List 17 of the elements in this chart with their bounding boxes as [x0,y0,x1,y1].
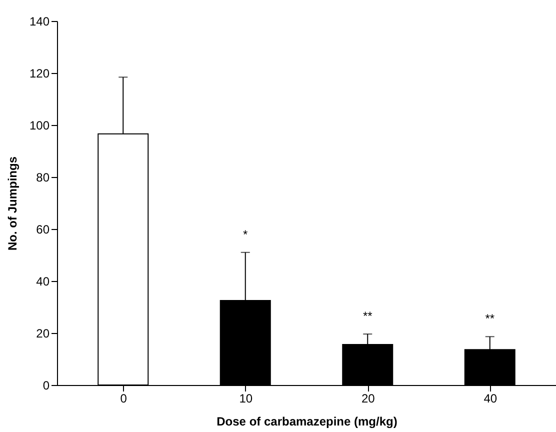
y-tick-label: 40 [36,274,50,288]
x-tick-label: 10 [239,392,253,406]
y-axis-title: No. of Jumpings [5,156,20,250]
x-tick-label: 40 [484,392,498,406]
y-tick-label: 80 [36,170,50,184]
y-tick-label: 100 [29,118,50,132]
annotation: ** [362,309,373,324]
y-tick-label: 0 [42,378,50,392]
annotation: * [243,227,248,242]
y-tick-label: 60 [36,222,50,236]
y-tick-label: 120 [29,66,50,80]
y-tick-label: 20 [36,326,50,340]
x-axis-title: Dose of carbamazepine (mg/kg) [216,414,398,428]
x-tick-label: 20 [361,392,376,406]
annotation: ** [485,312,495,326]
x-tick-label: 0 [120,392,128,406]
y-tick-label: 140 [29,14,50,28]
